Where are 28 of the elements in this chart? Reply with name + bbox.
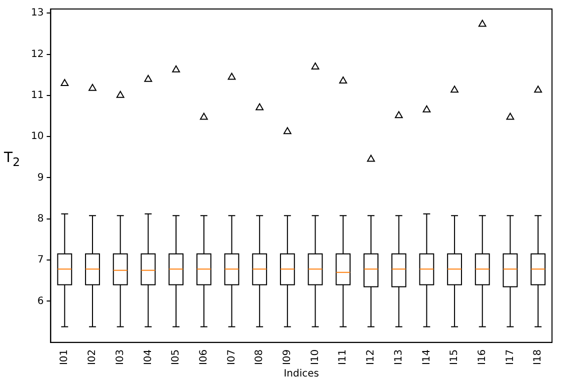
y-tick-label: 12 — [30, 48, 44, 60]
y-tick-label: 10 — [30, 131, 44, 142]
x-tick-label: I08 — [254, 349, 266, 366]
x-tick-label: I04 — [142, 349, 154, 366]
x-tick-label: I02 — [87, 349, 98, 366]
x-tick-label: I01 — [59, 349, 70, 366]
x-tick-label: I09 — [282, 349, 294, 366]
x-tick-label: I17 — [504, 349, 516, 366]
x-tick-label: I05 — [170, 349, 182, 366]
x-tick-label: I10 — [310, 349, 321, 366]
x-tick-label: I18 — [532, 349, 544, 366]
y-tick-label: 8 — [37, 213, 44, 224]
x-tick-label: I07 — [226, 349, 238, 366]
y-tick-label: 13 — [30, 8, 44, 19]
y-axis-title: T$_{2}$ — [4, 150, 20, 169]
x-tick-label: I16 — [476, 349, 488, 366]
y-tick-label: 9 — [37, 172, 44, 184]
x-tick-label: I03 — [114, 349, 126, 366]
x-tick-label: I15 — [449, 349, 460, 366]
y-tick-label: 7 — [37, 254, 44, 266]
y-tick-label: 6 — [37, 296, 44, 307]
x-axis-title: Indices — [284, 368, 320, 380]
y-tick-label: 11 — [30, 90, 44, 102]
x-tick-label: I06 — [198, 349, 210, 366]
x-tick-label: I14 — [421, 349, 432, 366]
x-tick-label: I11 — [338, 349, 349, 366]
x-tick-label: I12 — [366, 349, 377, 366]
x-tick-label: I13 — [393, 349, 404, 366]
